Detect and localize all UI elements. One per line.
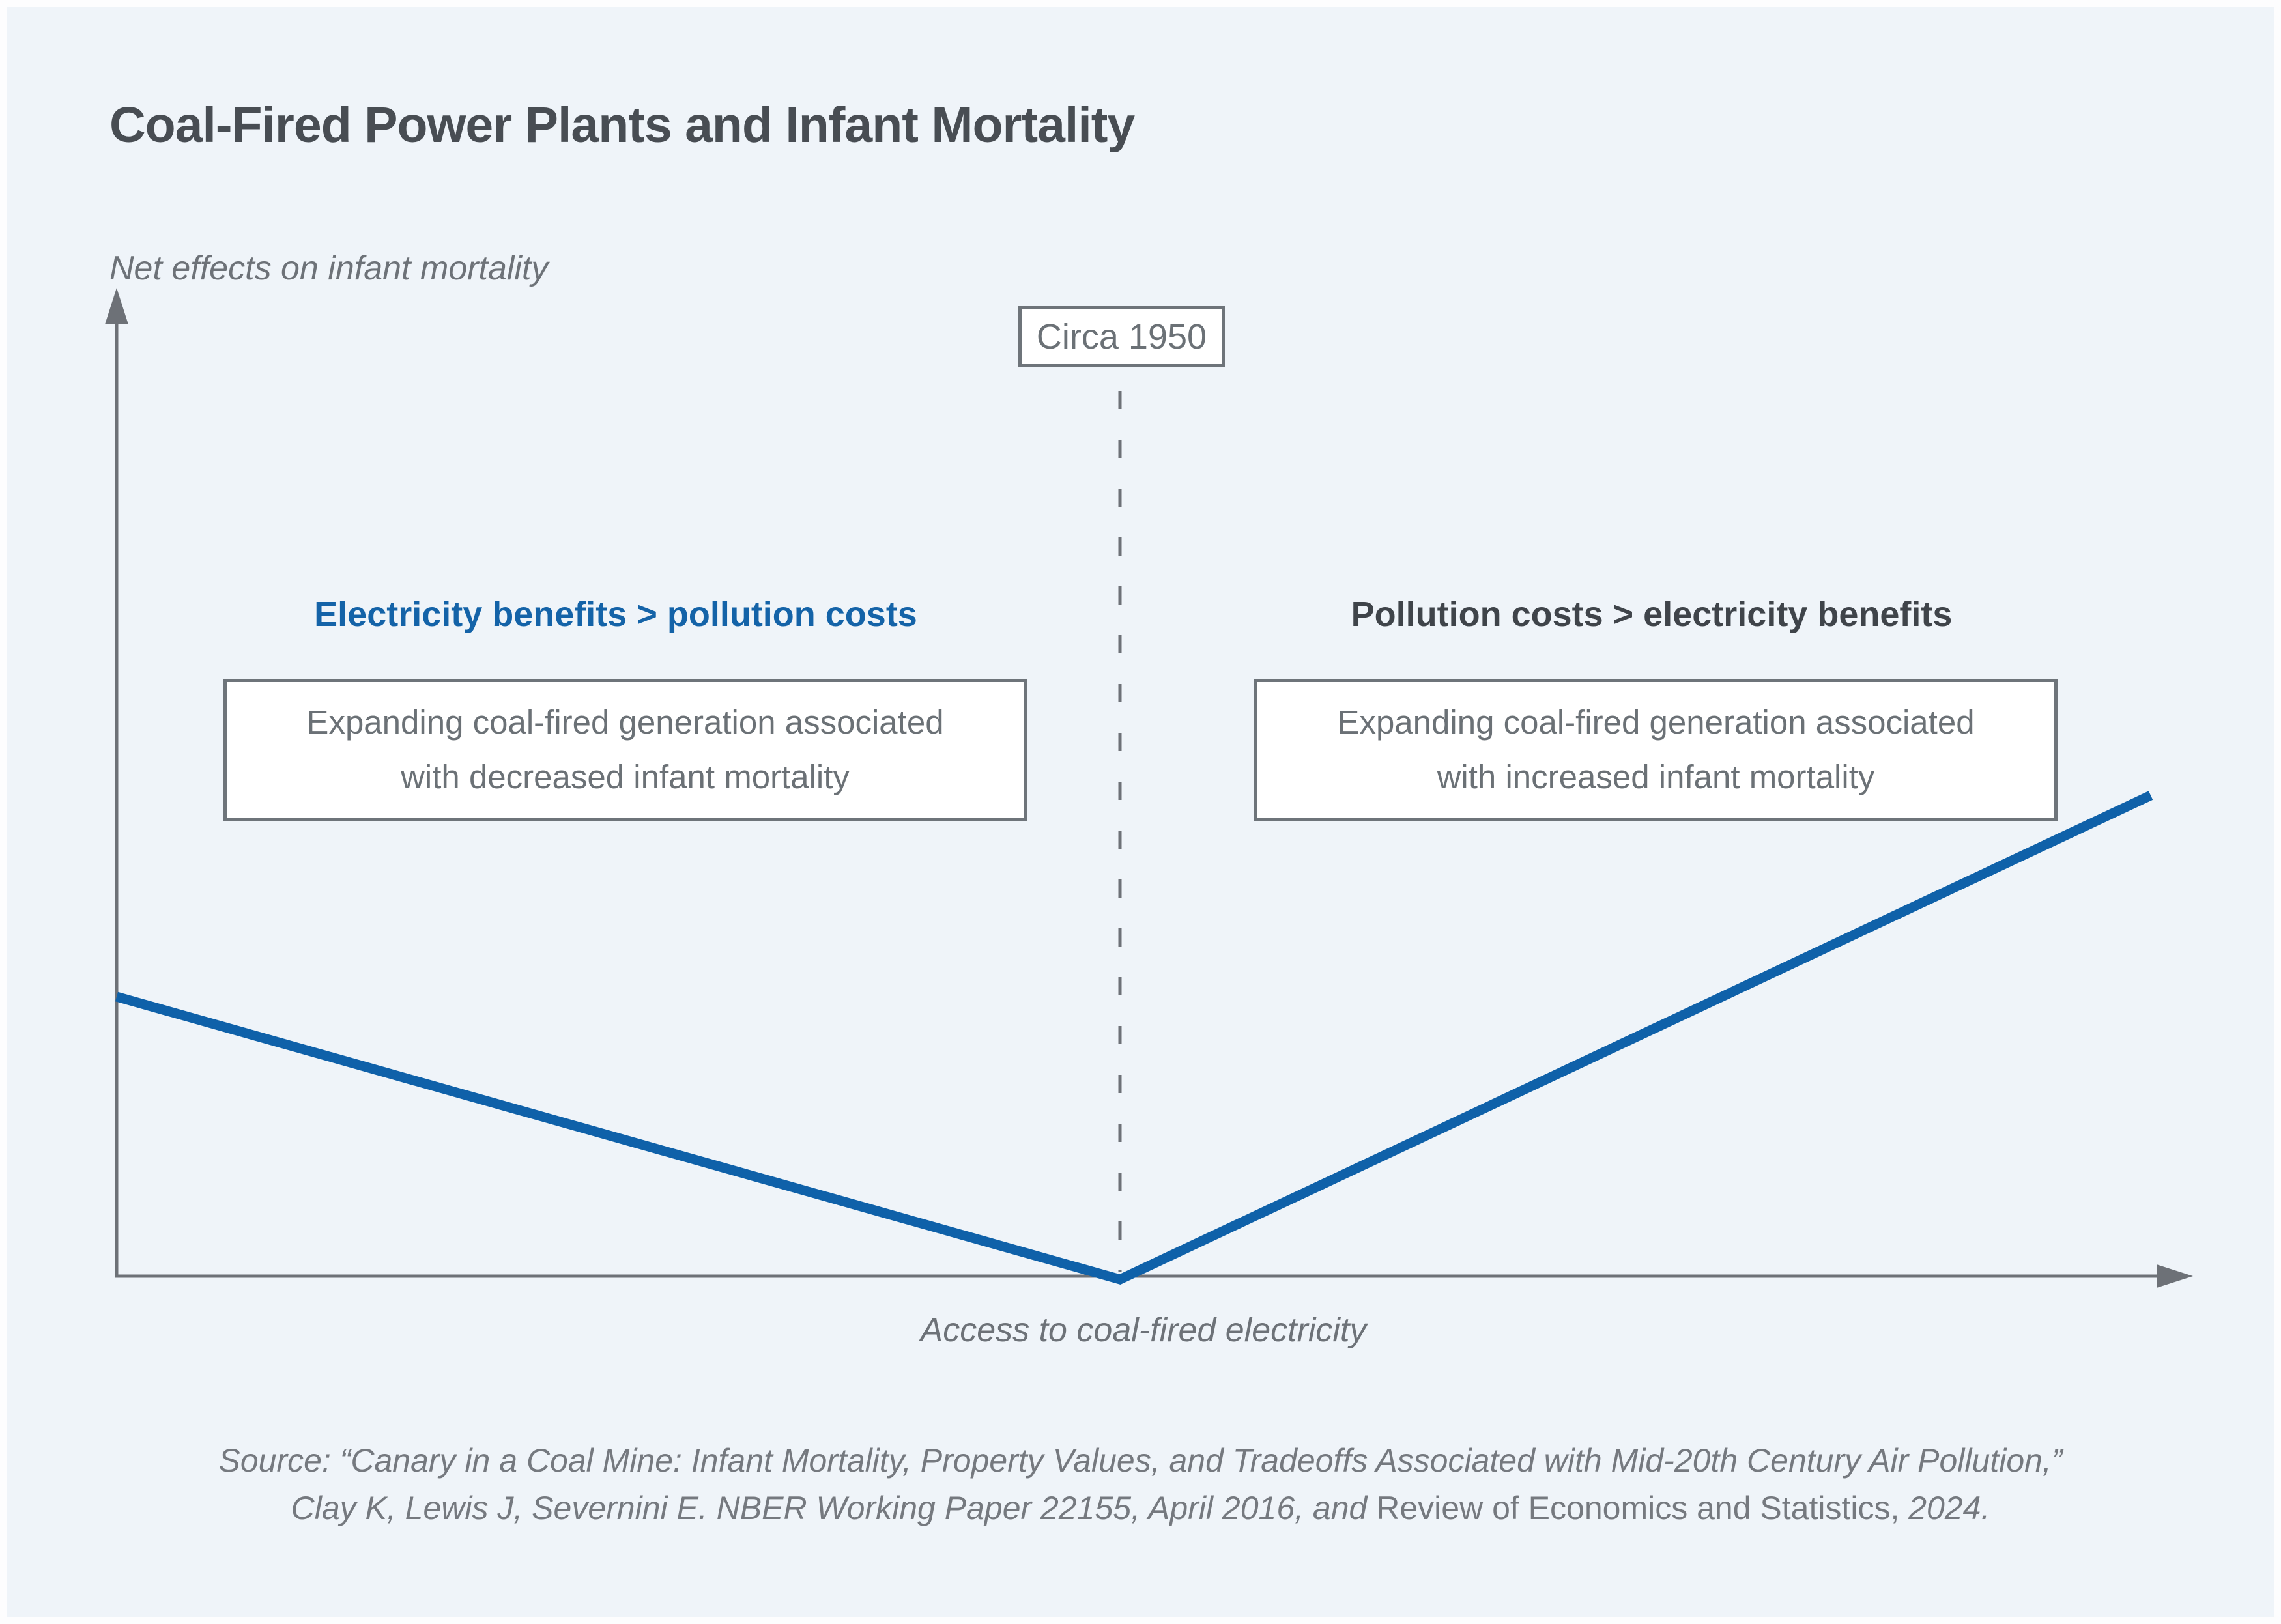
era-label: Circa 1950 [1036,317,1207,356]
net-effect-curve [115,791,2153,1285]
y-axis-arrowhead-icon [105,288,128,324]
left-heading: Electricity benefits > pollution costs [314,595,917,634]
source-note-line2-year: 2024. [1899,1489,1990,1526]
era-label-box: Circa 1950 [1018,306,1225,367]
source-note-journal-title: Review of Economics and Statistics, [1376,1489,1900,1526]
left-annotation-line2: with decreased infant mortality [401,758,850,795]
figure-title: Coal-Fired Power Plants and Infant Morta… [109,97,1135,153]
right-annotation-line2: with increased infant mortality [1437,758,1875,795]
source-note: Source: “Canary in a Coal Mine: Infant M… [7,1437,2274,1531]
left-annotation-box: Expanding coal-fired generation associat… [223,679,1027,821]
right-heading: Pollution costs > electricity benefits [1351,595,1953,634]
x-axis-arrowhead-icon [2157,1264,2193,1288]
source-note-line2-authors: Clay K, Lewis J, Severnini E. NBER Worki… [291,1489,1377,1526]
right-annotation-box: Expanding coal-fired generation associat… [1254,679,2058,821]
y-axis-label: Net effects on infant mortality [109,249,549,287]
source-note-line2: Clay K, Lewis J, Severnini E. NBER Worki… [7,1485,2274,1532]
source-note-line1: Source: “Canary in a Coal Mine: Infant M… [218,1442,2063,1479]
right-annotation-line1: Expanding coal-fired generation associat… [1337,703,1975,741]
x-axis-label: Access to coal-fired electricity [920,1311,1367,1349]
chart-plot-area [105,288,2193,1288]
left-annotation-line1: Expanding coal-fired generation associat… [306,703,944,741]
